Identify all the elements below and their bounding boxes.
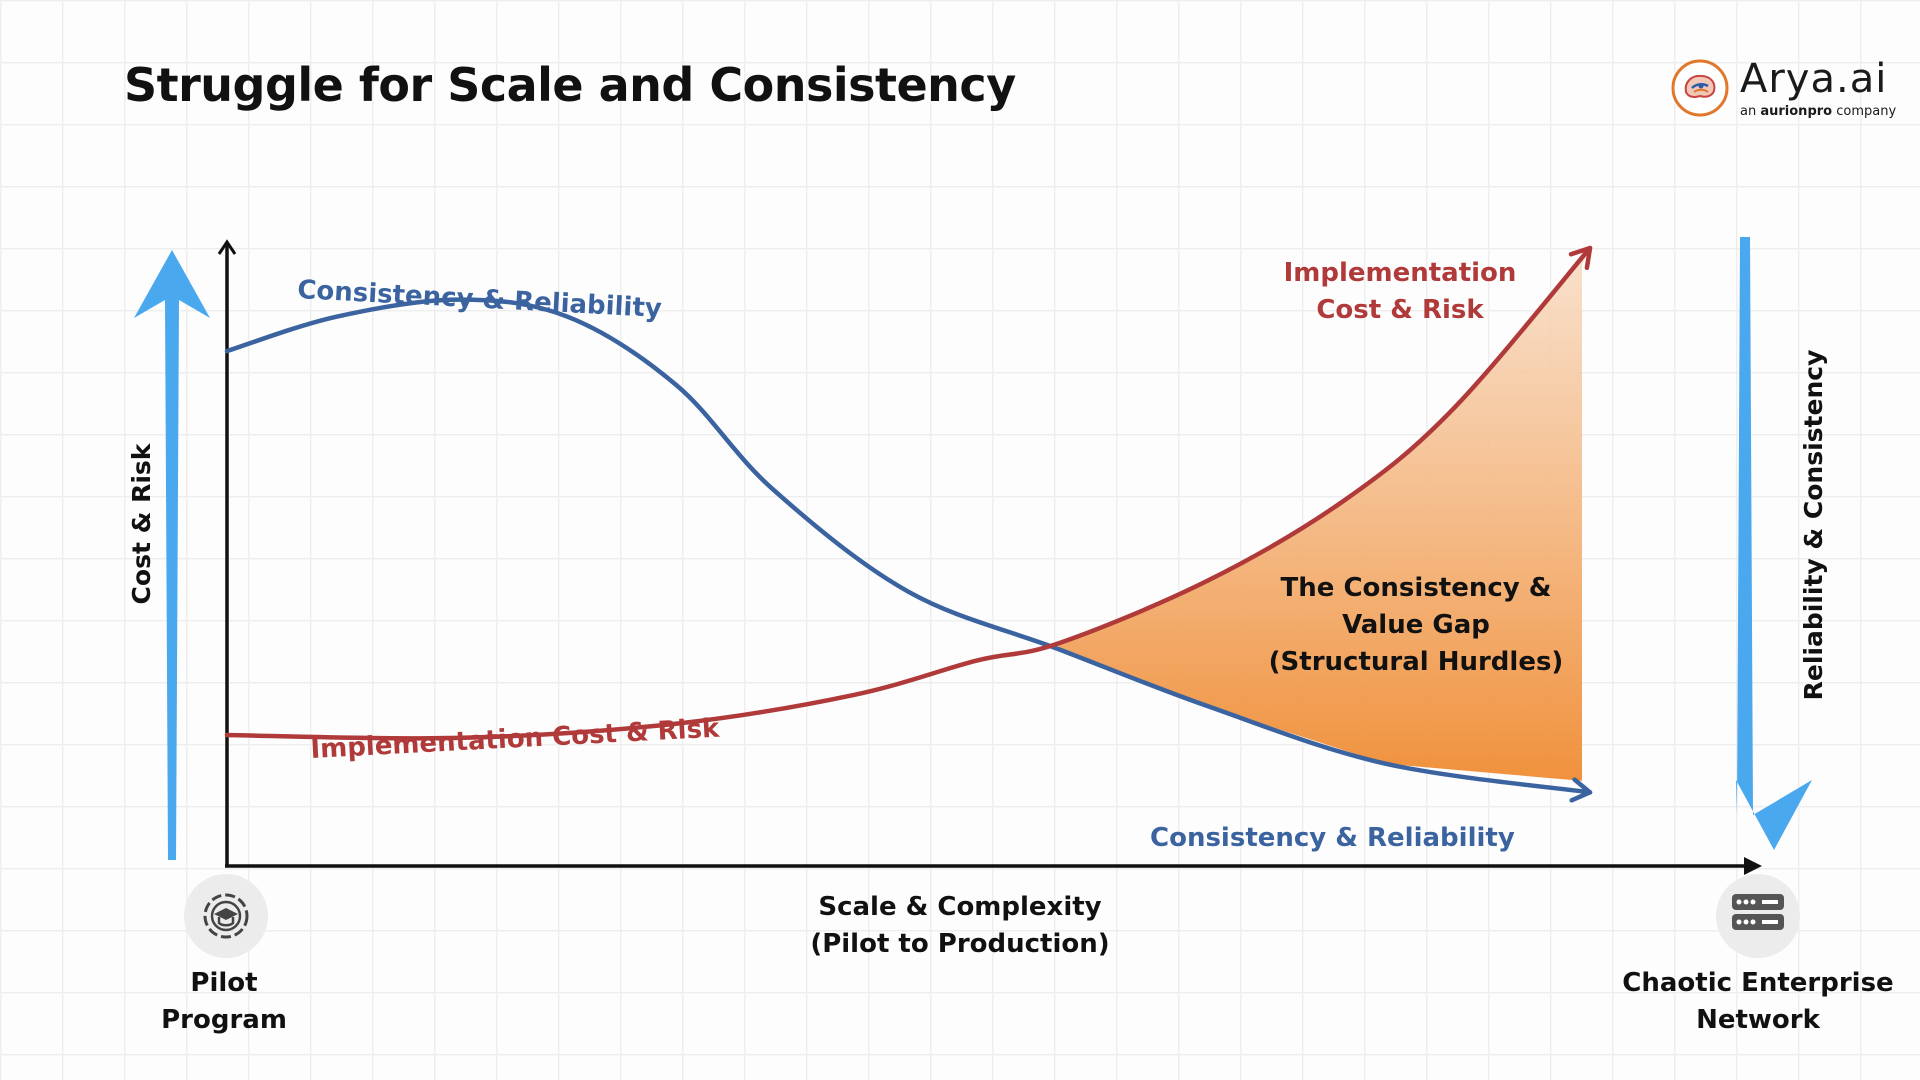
y-axis-right-label: Reliability & Consistency (1799, 350, 1828, 701)
logo-brain-icon (1671, 59, 1729, 117)
red-curve-end-label-line1: Implementation (1284, 258, 1517, 288)
logo: Arya.ai an aurionpro company (1670, 56, 1900, 128)
pilot-program-icon (203, 893, 249, 939)
implementation-cost-risk-curve (224, 245, 1593, 741)
server-rack-icon (1732, 894, 1784, 930)
y-axis-label: Cost & Risk (127, 442, 156, 604)
right-down-arrow (1736, 237, 1812, 850)
logo-name: Arya.ai (1740, 56, 1888, 102)
gap-annotation-line3: (Structural Hurdles) (1269, 647, 1564, 677)
blue-curve-end-label: Consistency & Reliability (1150, 823, 1515, 853)
gap-annotation-line2: Value Gap (1342, 610, 1490, 640)
chaotic-enterprise-label: Chaotic Enterprise Network (1622, 968, 1894, 1035)
server-rack-icon-circle (1716, 874, 1800, 958)
pilot-program-label: Pilot Program (161, 968, 287, 1035)
x-axis-label: Scale & Complexity (818, 892, 1101, 922)
consistency-reliability-arrowhead (1569, 777, 1593, 803)
blue-curve-start-label: Consistency & Reliability (297, 275, 663, 324)
y-axis-arrowhead (217, 239, 237, 255)
implementation-cost-risk-arrowhead (1568, 245, 1593, 271)
red-curve-end-label-line2: Cost & Risk (1316, 295, 1484, 325)
left-up-arrow (134, 250, 210, 860)
consistency-reliability-curve (224, 297, 1593, 795)
red-curve-start-label: Implementation Cost & Risk (310, 714, 721, 765)
x-axis-sublabel: (Pilot to Production) (810, 929, 1109, 959)
axes (217, 239, 1762, 875)
gap-annotation-line1: The Consistency & (1281, 573, 1552, 603)
page-title: Struggle for Scale and Consistency (124, 58, 1016, 112)
pilot-program-icon-circle (184, 874, 268, 958)
logo-subtitle: an aurionpro company (1740, 104, 1897, 119)
x-axis-arrowhead (1744, 857, 1762, 875)
